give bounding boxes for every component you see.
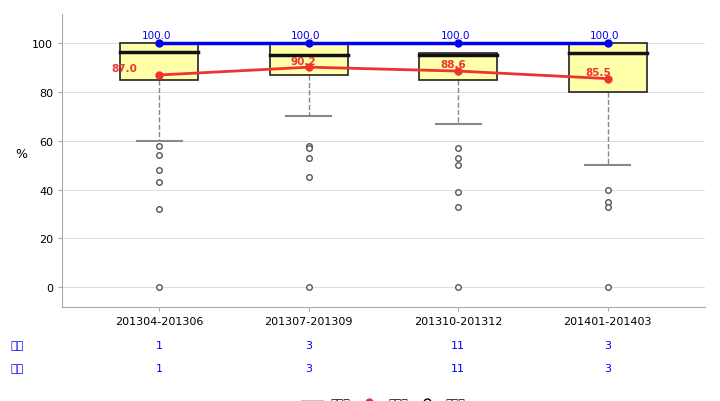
Text: 85.5: 85.5 (585, 68, 611, 78)
Text: 100.0: 100.0 (291, 31, 320, 41)
Text: 88.6: 88.6 (441, 60, 466, 70)
Text: 100.0: 100.0 (441, 31, 470, 41)
Bar (569, 44, 647, 93)
Text: 3: 3 (604, 340, 611, 350)
Legend: 中央値, 平均値, 外れ値: 中央値, 平均値, 外れ値 (297, 393, 470, 401)
Text: 11: 11 (451, 363, 465, 373)
Y-axis label: %: % (15, 148, 27, 161)
Text: 87.0: 87.0 (112, 64, 138, 74)
Text: 11: 11 (451, 340, 465, 350)
Bar (270, 44, 348, 76)
Bar (120, 44, 198, 81)
Text: 1: 1 (156, 363, 163, 373)
Text: 分子: 分子 (11, 340, 24, 350)
Text: 100.0: 100.0 (141, 31, 171, 41)
Text: 分母: 分母 (11, 363, 24, 373)
Text: 3: 3 (604, 363, 611, 373)
Text: 3: 3 (305, 363, 312, 373)
Text: 90.2: 90.2 (291, 57, 317, 66)
Text: 1: 1 (156, 340, 163, 350)
Text: 100.0: 100.0 (590, 31, 619, 41)
Bar (420, 54, 498, 81)
Text: 3: 3 (305, 340, 312, 350)
